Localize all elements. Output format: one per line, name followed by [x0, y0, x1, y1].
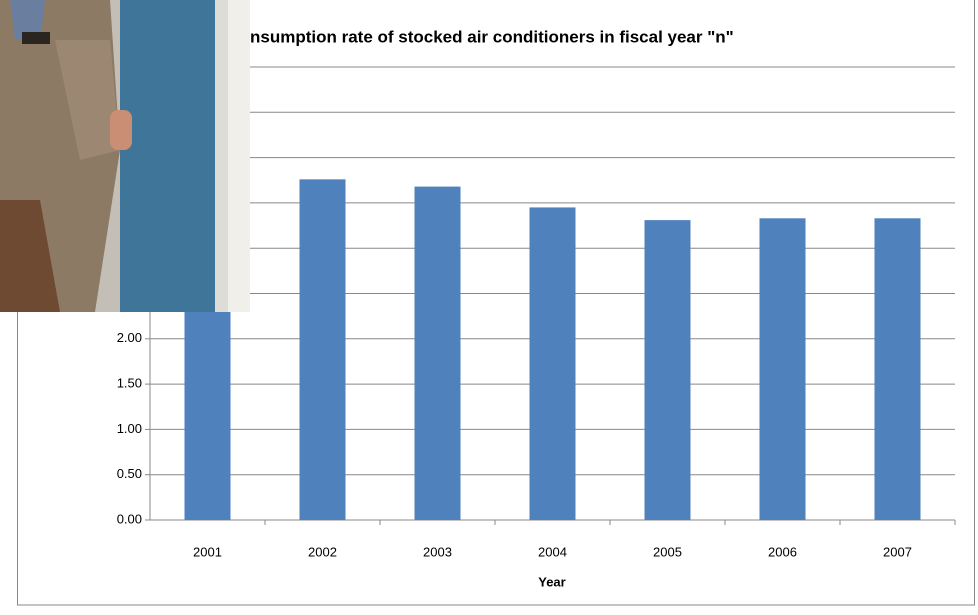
- page: 0.000.501.001.502.002.503.003.504.004.50…: [0, 0, 978, 610]
- bar: [645, 220, 691, 520]
- y-tick-label: 2.00: [117, 330, 142, 345]
- x-tick-label: 2002: [308, 544, 337, 559]
- bar: [415, 187, 461, 520]
- x-tick-label: 2001: [193, 544, 222, 559]
- bar: [530, 207, 576, 520]
- x-tick-label: 2005: [653, 544, 682, 559]
- bar: [875, 218, 921, 520]
- chart-title: nsumption rate of stocked air conditione…: [250, 27, 734, 46]
- x-tick-label: 2004: [538, 544, 567, 559]
- x-tick-label: 2007: [883, 544, 912, 559]
- y-tick-label: 0.50: [117, 466, 142, 481]
- y-tick-label: 0.00: [117, 511, 142, 526]
- chart: 0.000.501.001.502.002.503.003.504.004.50…: [0, 0, 978, 610]
- y-tick-label: 1.00: [117, 421, 142, 436]
- x-tick-label: 2006: [768, 544, 797, 559]
- x-axis-label: Year: [538, 574, 565, 589]
- photo: [0, 0, 250, 312]
- x-tick-label: 2003: [423, 544, 452, 559]
- y-tick-label: 1.50: [117, 376, 142, 391]
- bar: [760, 218, 806, 520]
- bar: [300, 179, 346, 520]
